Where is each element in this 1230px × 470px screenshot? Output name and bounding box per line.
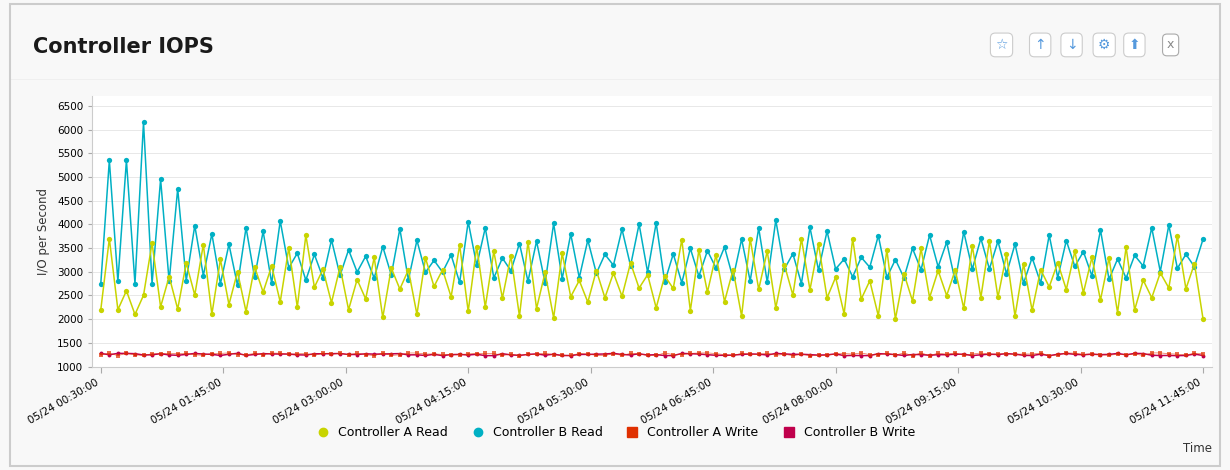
Line: Controller B Read: Controller B Read [98,120,1205,288]
Text: ↓: ↓ [1065,38,1077,52]
Text: ☆: ☆ [995,38,1007,52]
Controller B Write [1196,352,1210,358]
Text: ⬆: ⬆ [1129,38,1140,52]
Controller B Read [973,235,988,241]
Text: View Stats  •••: View Stats ••• [1105,101,1200,114]
Controller A Read [828,274,843,280]
Controller A Write [401,350,416,356]
Controller B Read [410,237,424,243]
Controller B Write [93,351,108,356]
Legend: Controller A Read, Controller B Read, Controller A Write, Controller B Write: Controller A Read, Controller B Read, Co… [315,426,915,439]
Controller A Write [914,350,929,356]
Controller A Read [1196,316,1210,321]
Controller B Write [922,352,937,358]
Controller A Write [828,351,843,357]
Controller A Read [299,232,314,238]
Controller A Write [367,353,381,359]
Controller B Write [230,351,245,356]
Controller A Write [948,350,963,356]
Line: Controller A Write: Controller A Write [100,351,1204,357]
Controller A Write [674,352,689,358]
Controller A Write [1196,351,1210,357]
Controller B Read [836,256,851,262]
Text: Time: Time [1182,442,1212,455]
Line: Controller A Read: Controller A Read [98,233,1205,321]
Controller A Write [973,350,988,356]
Text: ↑: ↑ [1034,38,1046,52]
Y-axis label: I/O per Second: I/O per Second [37,188,50,275]
Controller A Write [572,351,587,356]
Controller B Read [922,232,937,238]
Controller A Read [922,295,937,300]
Controller A Read [674,237,689,243]
Controller A Read [973,295,988,300]
Controller B Write [973,352,988,358]
Controller B Write [836,353,851,359]
Controller B Read [93,281,108,286]
Controller A Read [888,316,903,322]
Controller A Write [93,352,108,358]
Controller B Write [674,351,689,356]
Controller B Read [581,237,595,243]
Controller A Read [401,267,416,273]
Controller A Read [572,278,587,283]
Controller B Write [828,351,843,357]
Text: ⚙: ⚙ [1098,38,1111,52]
Line: Controller B Write: Controller B Write [98,352,1205,358]
Text: Controller IOPS: Controller IOPS [33,37,214,57]
Controller B Read [683,246,697,251]
Controller B Read [230,282,245,288]
Text: x: x [1167,39,1175,51]
Controller B Write [401,352,416,358]
Controller A Read [93,307,108,313]
Controller B Read [1196,236,1210,242]
Controller B Write [572,352,587,357]
Controller B Read [137,119,151,125]
